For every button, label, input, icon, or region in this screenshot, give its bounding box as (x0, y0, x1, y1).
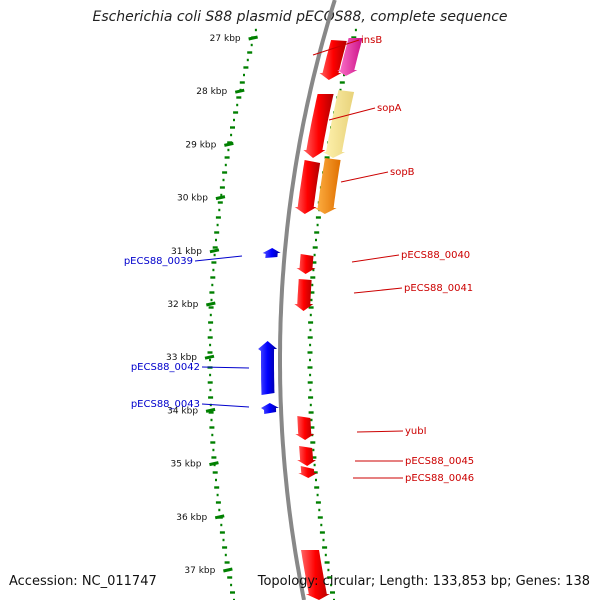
gene-label: sopA (377, 103, 402, 114)
gene-feature (294, 160, 321, 214)
gene-leader-line (201, 403, 250, 408)
gene-label: pECS88_0043 (131, 399, 200, 410)
map-title: Escherichia coli S88 plasmid pECOS88, co… (92, 9, 508, 25)
gene-feature (296, 254, 316, 274)
kbp-tick-mark (214, 514, 225, 520)
gene-leader-line (353, 287, 403, 294)
kbp-tick-layer: 27 kbp 28 kbp 29 kbp 30 kbp 31 kbp 32 kbp 33 k… (166, 34, 258, 576)
gene-feature (261, 403, 279, 414)
gene-feature (258, 341, 278, 395)
kbp-tick-mark (248, 35, 258, 41)
gene-leader-line (194, 255, 243, 262)
accession-text: Accession: NC_011747 (9, 574, 157, 589)
gene-label: pECS88_0045 (405, 456, 474, 467)
gene-feature (301, 550, 330, 600)
gene-leader-line (340, 171, 389, 183)
gene-leader-line (201, 366, 250, 369)
gc-track-outer (207, 28, 257, 600)
gene-label: pECS88_0039 (124, 256, 193, 267)
kbp-tick-mark (205, 301, 216, 307)
gene-feature (298, 466, 318, 478)
kbp-tick-label: 37 kbp (184, 566, 215, 576)
gene-feature (319, 40, 347, 80)
kbp-tick-label: 32 kbp (167, 300, 198, 310)
gene-label: yubI (405, 426, 427, 437)
kbp-tick-mark (204, 354, 215, 360)
gene-label: insB (361, 35, 382, 46)
feature-layer (258, 38, 363, 600)
kbp-tick-label: 33 kbp (166, 353, 197, 363)
gene-label: pECS88_0046 (405, 473, 474, 484)
topology-summary: Topology: circular; Length: 133,853 bp; … (257, 574, 590, 589)
kbp-tick-label: 29 kbp (185, 140, 216, 150)
kbp-tick-mark (209, 461, 219, 467)
gene-label: sopB (390, 167, 415, 178)
gene-leader-line (328, 107, 376, 121)
kbp-tick-mark (224, 141, 234, 147)
kbp-tick-label: 28 kbp (196, 87, 227, 97)
gene-feature (294, 279, 314, 311)
kbp-tick-mark (234, 88, 245, 94)
gene-feature (262, 248, 281, 258)
gene-leader-line (312, 39, 360, 56)
kbp-tick-mark (223, 567, 233, 573)
plasmid-backbone (278, 0, 337, 600)
kbp-tick-mark (209, 248, 220, 254)
gene-leader-line (356, 430, 404, 433)
kbp-tick-label: 36 kbp (176, 513, 207, 523)
gene-leader-line (351, 254, 400, 263)
gene-feature (303, 94, 334, 158)
gene-feature (297, 446, 317, 466)
gene-label-layer: insB sopA sopB pECS88_0040 pECS88_0041 yubI pE… (124, 35, 474, 484)
gene-feature (295, 416, 315, 440)
kbp-tick-label: 35 kbp (170, 460, 201, 470)
gene-feature-sopA (323, 90, 355, 158)
kbp-tick-label: 30 kbp (177, 194, 208, 204)
gene-label: pECS88_0042 (131, 362, 200, 373)
kbp-tick-mark (215, 195, 226, 201)
gene-label: pECS88_0041 (404, 283, 473, 294)
gene-feature-sopB (314, 158, 341, 214)
kbp-tick-label: 31 kbp (171, 247, 202, 257)
kbp-tick-mark (205, 407, 216, 413)
kbp-tick-label: 27 kbp (210, 34, 241, 44)
gene-label: pECS88_0040 (401, 250, 470, 261)
kbp-tick-label: 34 kbp (167, 406, 198, 416)
gene-feature-insB (337, 38, 363, 76)
